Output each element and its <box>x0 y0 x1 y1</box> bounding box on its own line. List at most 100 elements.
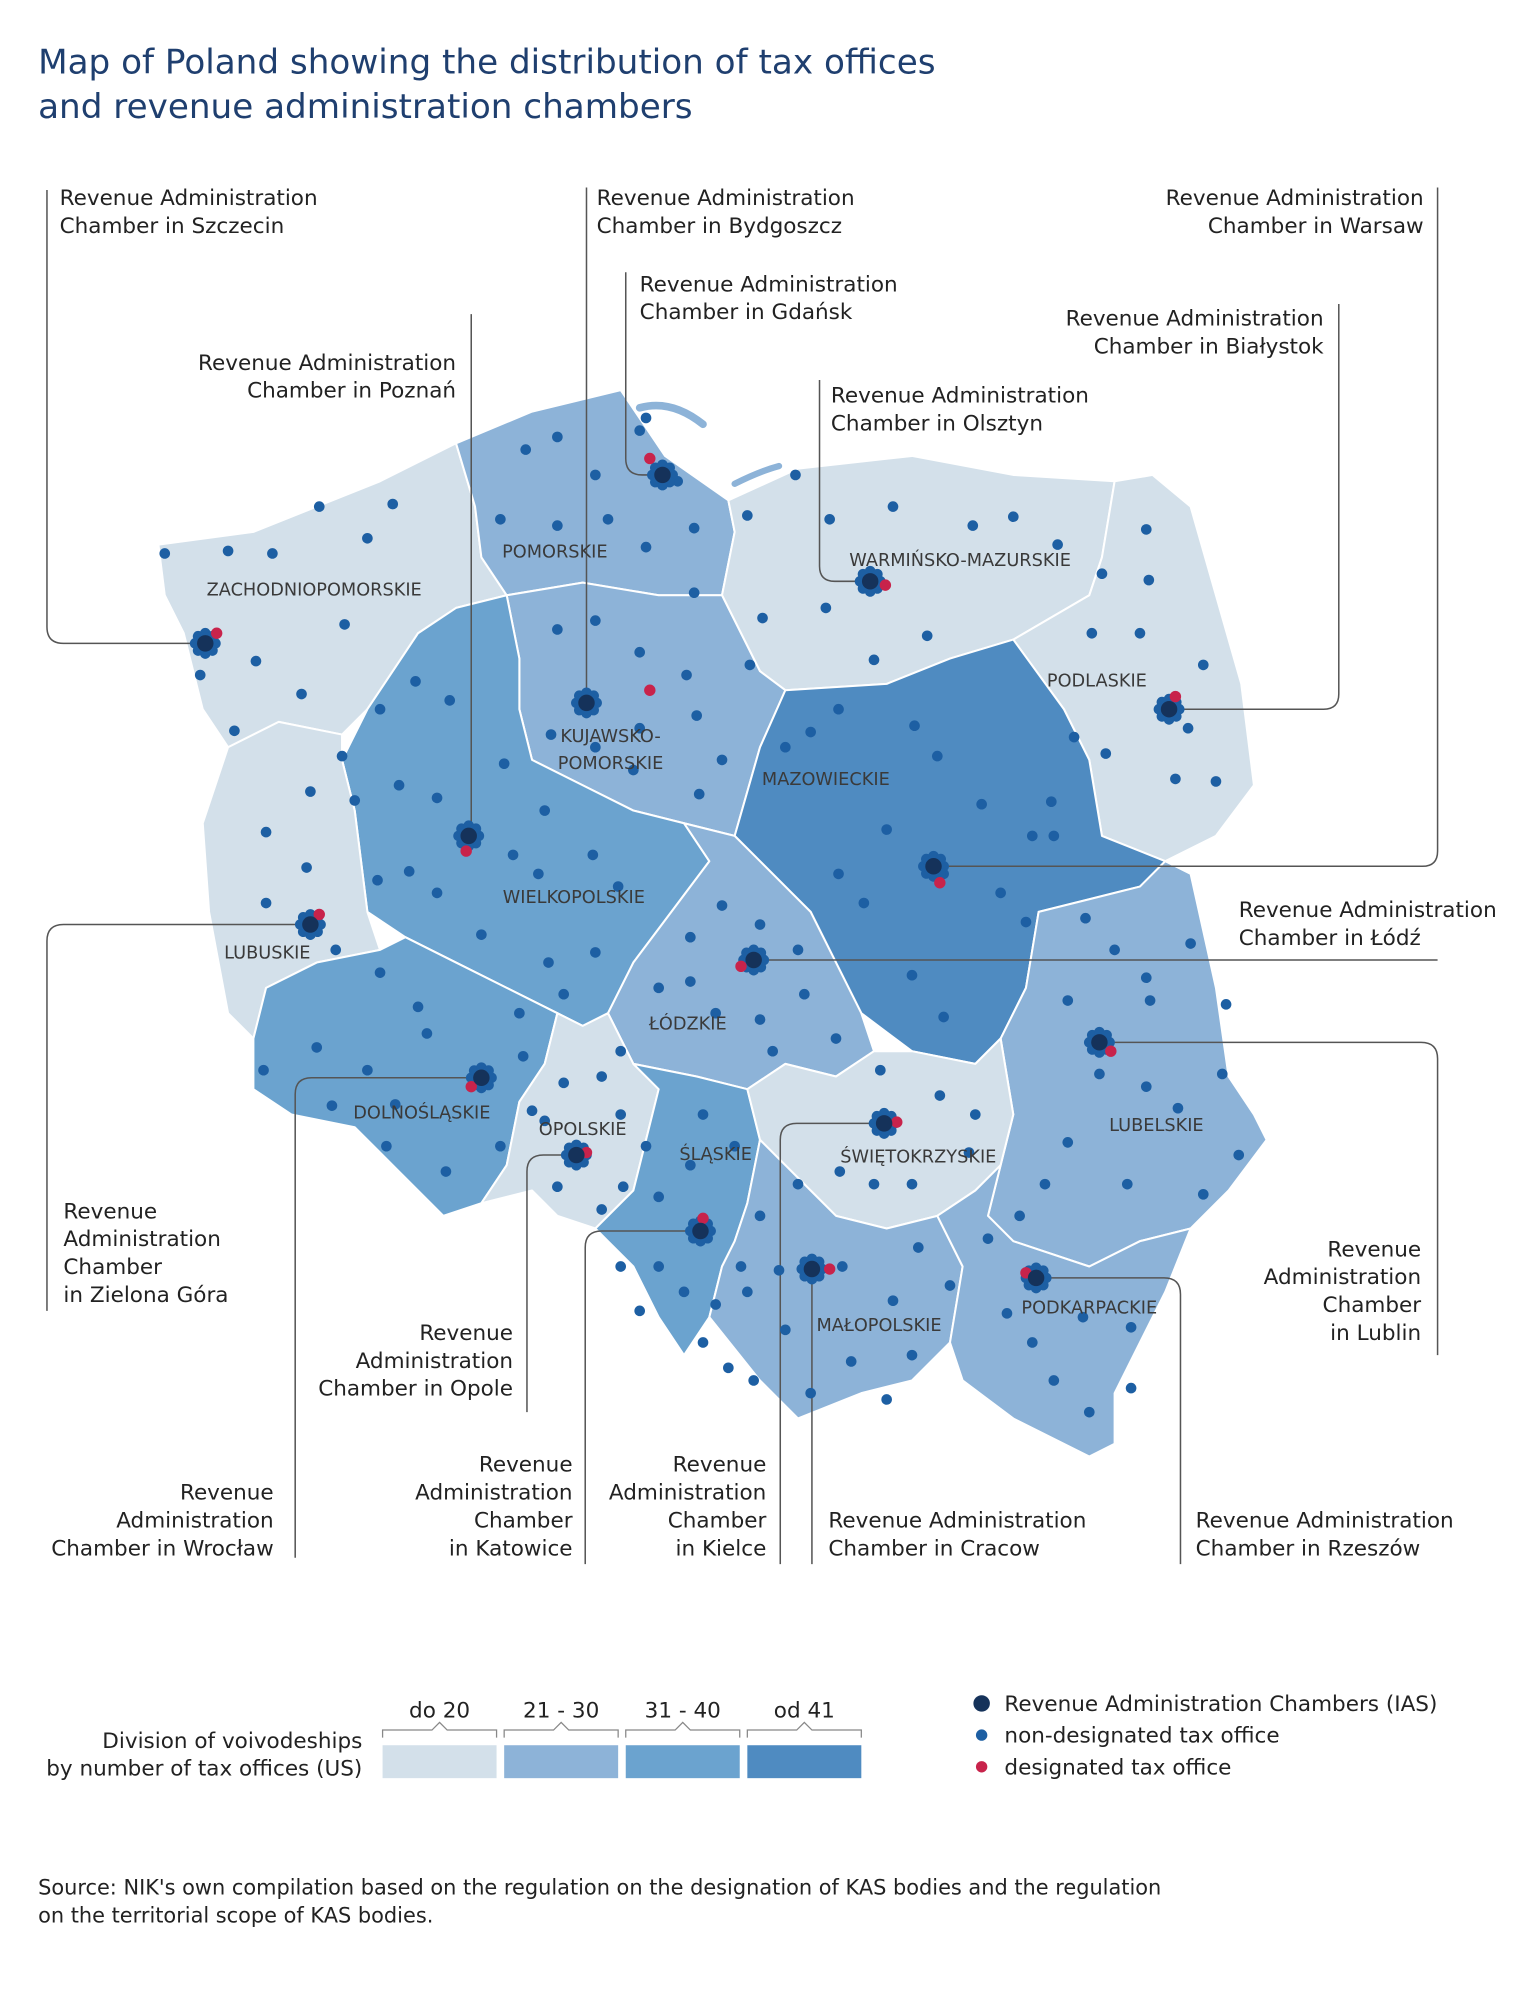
chamber-label: Revenue Administration <box>1166 186 1424 211</box>
non-designated-office <box>716 754 728 766</box>
non-designated-office <box>1062 1137 1074 1148</box>
non-designated-office <box>906 969 918 981</box>
non-designated-office <box>640 541 652 553</box>
non-designated-office <box>640 412 652 424</box>
designated-office <box>823 1263 836 1275</box>
non-designated-office <box>336 750 348 762</box>
region-name: PODKARPACKIE <box>1021 1298 1157 1318</box>
non-designated-office <box>833 703 844 715</box>
region-podkarpackie <box>936 1164 1192 1458</box>
non-designated-office <box>969 1109 981 1120</box>
chamber-label: Revenue <box>1327 1237 1421 1262</box>
revenue-chamber <box>861 573 879 590</box>
callout-line <box>779 1122 885 1565</box>
chamber-label: Chamber <box>63 1255 162 1280</box>
revenue-chamber <box>473 1069 490 1087</box>
non-designated-office <box>845 1356 857 1367</box>
non-designated-office <box>710 1007 721 1019</box>
non-designated-office <box>311 1042 323 1053</box>
non-designated-office <box>260 897 272 909</box>
non-designated-office <box>1052 539 1063 550</box>
non-designated-office <box>1045 796 1057 808</box>
legend-swatch <box>625 1745 740 1779</box>
non-designated-office <box>552 624 563 635</box>
legend-bracket <box>746 1721 862 1738</box>
legend-symbol <box>975 1729 988 1741</box>
non-designated-office <box>1068 731 1080 743</box>
non-designated-office <box>305 786 316 797</box>
revenue-chamber <box>197 635 214 652</box>
legend-symbol-label: Revenue Administration Chambers (IAS) <box>1004 1692 1437 1717</box>
non-designated-office <box>552 520 563 531</box>
non-designated-office <box>1077 1311 1089 1323</box>
non-designated-office <box>526 1105 538 1117</box>
region-name: ŚLĄSKIE <box>679 1143 752 1165</box>
non-designated-office <box>881 1394 892 1405</box>
revenue-chamber <box>578 694 595 712</box>
non-designated-office <box>1026 1337 1038 1348</box>
map-title: and revenue administration chambers <box>38 87 693 127</box>
designated-office <box>460 845 472 857</box>
non-designated-office <box>1094 1068 1105 1080</box>
non-designated-office <box>628 764 639 776</box>
designated-office <box>735 960 747 973</box>
non-designated-office <box>868 1178 880 1190</box>
legend-scale-label: do 20 <box>409 1698 470 1723</box>
legend-bracket <box>625 1721 741 1738</box>
non-designated-office <box>792 1178 804 1190</box>
revenue-chamber <box>460 827 477 845</box>
non-designated-office <box>938 1011 949 1023</box>
non-designated-office <box>1140 524 1152 535</box>
non-designated-office <box>362 532 373 544</box>
non-designated-office <box>757 612 768 624</box>
non-designated-office <box>517 1050 529 1062</box>
designated-office <box>934 877 946 889</box>
non-designated-office <box>834 1166 846 1177</box>
non-designated-office <box>697 1337 709 1348</box>
non-designated-office <box>976 798 987 810</box>
non-designated-office <box>1020 916 1032 928</box>
revenue-chamber <box>568 1146 585 1164</box>
labels: Map of Poland showing the distribution o… <box>38 42 1497 1927</box>
non-designated-office <box>837 1261 848 1272</box>
region-name: PODLASKIE <box>1047 671 1147 691</box>
non-designated-office <box>693 788 705 800</box>
non-designated-office <box>767 1045 778 1057</box>
callout-line <box>1036 1277 1182 1565</box>
revenue-chamber <box>1091 1034 1108 1051</box>
non-designated-office <box>267 548 278 559</box>
non-designated-office <box>313 501 325 512</box>
legend-symbol-label: designated tax office <box>1004 1755 1231 1780</box>
revenue-chamber <box>654 466 671 484</box>
designated-office <box>891 1116 903 1128</box>
non-designated-office <box>1216 1068 1228 1080</box>
non-designated-office <box>1080 912 1091 924</box>
non-designated-office <box>545 729 557 740</box>
non-designated-office <box>995 887 1006 899</box>
revenue-chamber <box>1027 1269 1045 1287</box>
non-designated-office <box>1121 1178 1133 1190</box>
non-designated-office <box>349 795 361 806</box>
legend-symbol <box>973 1695 990 1712</box>
non-designated-office <box>744 659 756 671</box>
chamber-label: Chamber in Olsztyn <box>831 412 1043 437</box>
non-designated-office <box>421 1028 433 1039</box>
revenue-chamber <box>925 858 942 875</box>
chamber-label: Revenue Administration <box>828 1508 1086 1533</box>
non-designated-office <box>790 469 801 481</box>
non-designated-office <box>1220 999 1232 1010</box>
non-designated-office <box>754 1014 766 1025</box>
legend-swatch <box>747 1745 862 1779</box>
chamber-label: Revenue Administration <box>198 351 456 376</box>
non-designated-office <box>931 750 943 762</box>
region-name: KUJAWSKO- <box>560 727 660 747</box>
chamber-label: Chamber in Opole <box>318 1377 513 1402</box>
non-designated-office <box>552 1181 563 1193</box>
revenue-chamber <box>1160 701 1178 718</box>
legend-symbol-label: non-designated tax office <box>1004 1724 1279 1749</box>
chamber-label: Revenue Administration <box>597 186 855 211</box>
callout-line <box>46 923 311 1311</box>
non-designated-office <box>799 988 810 1000</box>
non-designated-office <box>514 1007 525 1019</box>
non-designated-office <box>868 654 880 666</box>
